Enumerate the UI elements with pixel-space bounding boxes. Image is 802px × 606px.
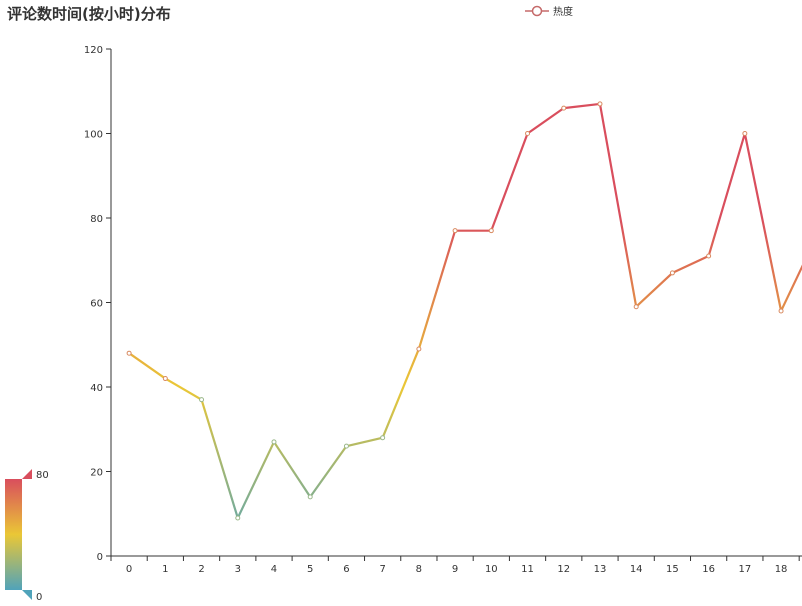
visual-map-max-label: 80 [36,470,49,481]
y-tick-label: 0 [97,552,103,563]
x-tick-label: 4 [271,564,277,575]
chart-title: 评论数时间(按小时)分布 [7,5,171,23]
x-tick-label: 13 [594,564,607,575]
x-tick-label: 14 [630,564,643,575]
data-point [126,350,132,356]
visual-map-min-label: 0 [36,592,42,603]
data-point [271,439,277,445]
data-point [162,376,168,382]
data-point [380,435,386,441]
visual-map-bar [5,479,22,590]
x-tick-label: 5 [307,564,313,575]
data-point [199,397,205,403]
y-tick-label: 40 [90,383,103,394]
x-tick-label: 12 [557,564,570,575]
x-tick-label: 1 [162,564,168,575]
data-point [597,101,603,107]
series-line [128,102,802,520]
x-tick-label: 0 [126,564,132,575]
x-tick-label: 7 [379,564,385,575]
x-tick-label: 3 [235,564,241,575]
data-point [343,443,349,449]
data-point [742,131,748,136]
x-tick-label: 17 [738,564,751,575]
visual-map-max-handle [22,469,32,479]
x-tick-label: 10 [485,564,498,575]
x-tick-label: 8 [416,564,422,575]
legend-label: 热度 [553,7,573,18]
y-tick-label: 120 [84,45,103,56]
legend-line-circle-icon [525,5,549,16]
y-tick-label: 80 [90,214,103,225]
x-tick-label: 11 [521,564,534,575]
x-tick-label: 2 [198,564,204,575]
y-tick-label: 60 [90,299,103,310]
data-point [416,346,422,352]
x-tick-label: 16 [702,564,715,575]
y-tick-label: 20 [90,468,103,479]
x-tick-label: 18 [775,564,788,575]
x-tick-label: 6 [343,564,349,575]
y-tick-label: 100 [84,130,103,141]
data-point [307,494,313,500]
data-point [561,105,567,111]
x-tick-label: 15 [666,564,679,575]
data-point [235,515,241,521]
data-point [488,228,494,234]
data-point [669,270,675,276]
data-point [633,304,639,310]
data-point [778,308,784,314]
x-tick-label: 9 [452,564,458,575]
data-point [452,228,458,234]
visual-map-min-handle [22,590,32,600]
data-point [525,131,531,136]
legend-item[interactable]: 热度 [525,3,573,18]
data-point [706,253,712,259]
